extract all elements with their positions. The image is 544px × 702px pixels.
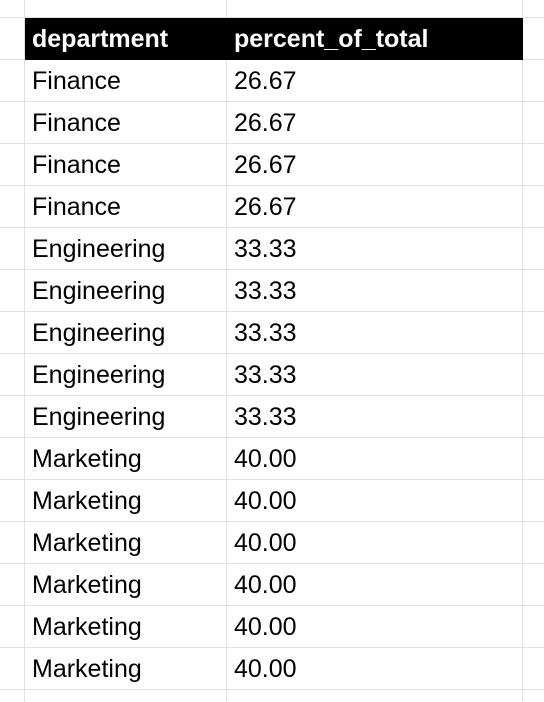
cell-department[interactable]: Marketing	[25, 606, 227, 648]
table-row: Marketing 40.00	[0, 564, 544, 606]
gutter-cell[interactable]	[0, 312, 25, 354]
empty-cell[interactable]	[523, 396, 544, 438]
gutter-cell[interactable]	[0, 438, 25, 480]
empty-cell[interactable]	[523, 60, 544, 102]
gutter-cell[interactable]	[0, 564, 25, 606]
gutter-cell[interactable]	[0, 186, 25, 228]
cell-percent-of-total[interactable]: 33.33	[227, 396, 523, 438]
cell-percent-of-total[interactable]: 33.33	[227, 228, 523, 270]
cell[interactable]	[25, 690, 227, 702]
empty-cell[interactable]	[523, 480, 544, 522]
cell-department[interactable]: Engineering	[25, 354, 227, 396]
table-row: Engineering 33.33	[0, 354, 544, 396]
cell-percent-of-total[interactable]: 26.67	[227, 186, 523, 228]
empty-cell[interactable]	[523, 606, 544, 648]
table-row: Finance 26.67	[0, 60, 544, 102]
table-row: Engineering 33.33	[0, 228, 544, 270]
cell-percent-of-total[interactable]: 40.00	[227, 648, 523, 690]
previous-row-strip	[0, 0, 544, 18]
cell-percent-of-total[interactable]: 33.33	[227, 354, 523, 396]
cell-department[interactable]: Marketing	[25, 522, 227, 564]
cell-percent-of-total[interactable]: 40.00	[227, 606, 523, 648]
gutter-cell[interactable]	[0, 648, 25, 690]
data-table: department percent_of_total Finance 26.67…	[0, 18, 544, 690]
gutter-cell[interactable]	[0, 228, 25, 270]
gutter-cell[interactable]	[0, 480, 25, 522]
next-row-strip	[0, 690, 544, 702]
gutter-cell[interactable]	[0, 396, 25, 438]
cell-percent-of-total[interactable]: 40.00	[227, 438, 523, 480]
table-row: Finance 26.67	[0, 186, 544, 228]
gutter-cell[interactable]	[0, 606, 25, 648]
table-row: Marketing 40.00	[0, 438, 544, 480]
cell-department[interactable]: Engineering	[25, 228, 227, 270]
empty-cell[interactable]	[523, 18, 544, 60]
table-row: Finance 26.67	[0, 144, 544, 186]
cell-percent-of-total[interactable]: 33.33	[227, 270, 523, 312]
cell-percent-of-total[interactable]: 40.00	[227, 522, 523, 564]
empty-cell[interactable]	[523, 102, 544, 144]
table-row: Marketing 40.00	[0, 480, 544, 522]
cell-department[interactable]: Marketing	[25, 438, 227, 480]
gutter-cell[interactable]	[0, 270, 25, 312]
table-row: Finance 26.67	[0, 102, 544, 144]
cell-department[interactable]: Finance	[25, 102, 227, 144]
cell-percent-of-total[interactable]: 26.67	[227, 102, 523, 144]
table-body: Finance 26.67 Finance 26.67 Finance 26.67 Fina…	[0, 60, 544, 690]
header-cell-percent-of-total[interactable]: percent_of_total	[227, 18, 523, 60]
header-cell-department[interactable]: department	[25, 18, 227, 60]
cell-department[interactable]: Engineering	[25, 270, 227, 312]
empty-cell[interactable]	[523, 354, 544, 396]
cell-percent-of-total[interactable]: 26.67	[227, 144, 523, 186]
table-row: Marketing 40.00	[0, 522, 544, 564]
cell-department[interactable]: Engineering	[25, 312, 227, 354]
table-row: Marketing 40.00	[0, 606, 544, 648]
cell-department[interactable]: Engineering	[25, 396, 227, 438]
gutter-cell[interactable]	[0, 18, 25, 60]
table-row: Engineering 33.33	[0, 396, 544, 438]
gutter-cell[interactable]	[0, 144, 25, 186]
empty-cell[interactable]	[523, 144, 544, 186]
cell-department[interactable]: Marketing	[25, 648, 227, 690]
table-row: Engineering 33.33	[0, 312, 544, 354]
header-row: department percent_of_total	[0, 18, 544, 60]
gutter-cell[interactable]	[0, 690, 25, 702]
empty-cell[interactable]	[523, 564, 544, 606]
cell-percent-of-total[interactable]: 33.33	[227, 312, 523, 354]
empty-cell[interactable]	[523, 270, 544, 312]
table-row: Engineering 33.33	[0, 270, 544, 312]
gutter-cell[interactable]	[0, 522, 25, 564]
empty-cell[interactable]	[523, 438, 544, 480]
cell-department[interactable]: Finance	[25, 144, 227, 186]
cell-department[interactable]: Marketing	[25, 480, 227, 522]
empty-cell[interactable]	[523, 312, 544, 354]
empty-cell[interactable]	[523, 228, 544, 270]
gutter-cell[interactable]	[0, 0, 25, 18]
gutter-cell[interactable]	[0, 60, 25, 102]
cell-department[interactable]: Finance	[25, 186, 227, 228]
cell-department[interactable]: Finance	[25, 60, 227, 102]
cell-percent-of-total[interactable]: 26.67	[227, 60, 523, 102]
table-row: Marketing 40.00	[0, 648, 544, 690]
cell[interactable]	[227, 690, 523, 702]
empty-cell[interactable]	[523, 522, 544, 564]
cell-percent-of-total[interactable]: 40.00	[227, 480, 523, 522]
cell[interactable]	[25, 0, 227, 18]
gutter-cell[interactable]	[0, 354, 25, 396]
empty-cell[interactable]	[523, 648, 544, 690]
gutter-cell[interactable]	[0, 102, 25, 144]
empty-cell[interactable]	[523, 186, 544, 228]
cell[interactable]	[227, 0, 523, 18]
cell-department[interactable]: Marketing	[25, 564, 227, 606]
cell-percent-of-total[interactable]: 40.00	[227, 564, 523, 606]
